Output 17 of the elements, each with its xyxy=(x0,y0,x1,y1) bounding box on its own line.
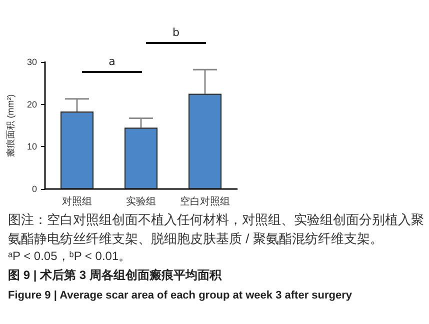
text: ᵃP < 0.05，ᵇP < 0.01。 xyxy=(8,249,131,263)
y-tick-label: 30 xyxy=(26,57,37,67)
text: 图注：空白对照组创面不植入任何材料，对照组、实验组创面分别植入聚氨酯静电纺丝纤维支架、脱细胞皮肤基质 / 聚氨酯混纺纤维支架。 xyxy=(8,212,424,246)
bar xyxy=(60,112,94,189)
bar xyxy=(188,94,222,189)
bar xyxy=(124,128,158,189)
y-tick-label: 10 xyxy=(26,142,37,152)
text: b xyxy=(172,26,180,39)
text: 图 9 | 术后第 3 周各组创面瘢痕平均面积 xyxy=(8,268,222,282)
y-tick-label: 20 xyxy=(26,99,37,110)
x-tick-label: 实验组 xyxy=(126,196,156,208)
x-tick-label: 对照组 xyxy=(62,196,92,208)
text: Figure 9 | Average scar area of each group at week 3 after surgery xyxy=(8,290,353,302)
y-tick-label: 0 xyxy=(32,184,37,194)
annotation: a xyxy=(108,55,116,68)
y-axis-title: 瘢痕面积 (mm²) xyxy=(6,94,16,157)
x-tick-label: 空白对照组 xyxy=(180,196,230,208)
